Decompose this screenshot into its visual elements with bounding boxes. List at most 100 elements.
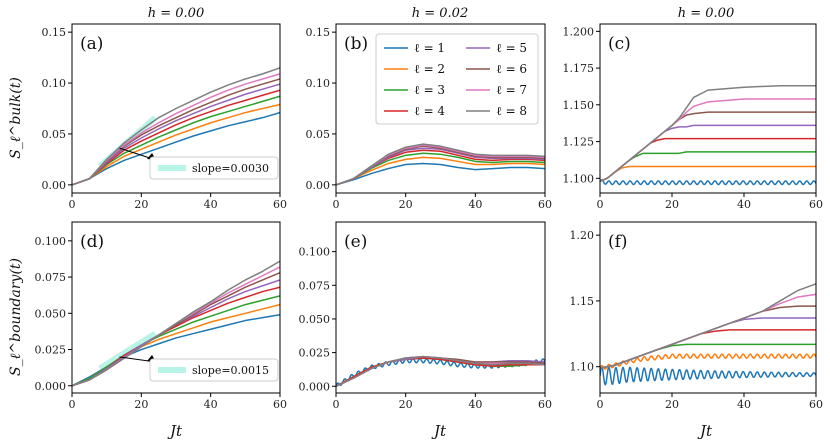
panel-b: 0 20 40 600.000.050.100.15(b) ℓ = 1ℓ = 2ℓ = …	[306, 23, 552, 211]
x-tick-label: 0	[597, 398, 604, 411]
legend-label-2: ℓ = 2	[414, 62, 445, 76]
panel-c: 0 20 40 60 1.100 1.125 1.150 1.175 1.200 (c)	[563, 23, 823, 211]
series-group	[600, 84, 816, 186]
series-line-2	[336, 156, 545, 186]
legend-label-1: ℓ = 1	[414, 41, 445, 55]
legend-label-4: ℓ = 4	[414, 104, 445, 118]
y-tick-label: 0.000	[299, 380, 331, 393]
ylabel-boundary: S_ℓ^boundary(t)	[8, 258, 24, 376]
x-tick-label: 60	[273, 198, 287, 211]
panel-label: (a)	[80, 34, 103, 54]
xlabel-e: Jt	[431, 422, 447, 440]
series-line-8	[72, 260, 280, 387]
axes-frame	[335, 221, 546, 394]
series-line-2	[72, 103, 280, 186]
x-tick-label: 60	[273, 398, 287, 411]
panel-label: (e)	[344, 232, 367, 252]
series-line-5	[336, 147, 545, 186]
x-tick-label: 60	[538, 198, 552, 211]
series-group	[600, 283, 816, 386]
series-group	[72, 67, 280, 186]
series-line-2	[600, 165, 816, 182]
x-tick-label: 20	[399, 398, 413, 411]
x-tick-label: 40	[737, 398, 751, 411]
y-tick-label: 0.10	[306, 77, 331, 90]
legend-box	[375, 33, 539, 125]
y-tick-label: 0.000	[35, 380, 67, 393]
x-tick-label: 20	[134, 398, 148, 411]
panel-d: 0 20 40 60 0.000 0.025 0.050 0.075 0.100 (d) slope…	[35, 221, 287, 411]
panel-e: 0 20 40 60 0.000 0.025 0.050 0.075 0.100 (e)	[299, 221, 552, 411]
ylabel-bulk: S_ℓ^bulk(t)	[8, 77, 24, 159]
x-tick-label: 0	[333, 398, 340, 411]
y-tick-label: 0.100	[35, 235, 67, 248]
x-tick-label: 40	[204, 198, 218, 211]
axes-frame	[335, 23, 546, 194]
legend-label-7: ℓ = 7	[496, 83, 527, 97]
y-tick-label: 0.025	[299, 347, 331, 360]
y-tick-label: 1.125	[563, 136, 595, 149]
legend-label-5: ℓ = 5	[496, 41, 527, 55]
series-line-6	[600, 111, 816, 182]
x-tick-label: 20	[134, 198, 148, 211]
panel-label: (c)	[608, 34, 631, 54]
series-line-2	[600, 353, 816, 370]
panel-label: (f)	[608, 232, 628, 252]
col-title-1: h = 0.00	[148, 6, 204, 21]
y-tick-label: 0.15	[306, 26, 331, 39]
y-tick-label: 1.15	[570, 295, 595, 308]
slope-guide-line	[98, 331, 157, 371]
axes-frame	[71, 23, 281, 194]
series-line-7	[600, 98, 816, 182]
x-tick-label: 20	[399, 198, 413, 211]
xlabel-f: Jt	[697, 422, 713, 440]
x-tick-label: 0	[69, 398, 76, 411]
panel-label: (d)	[80, 232, 104, 252]
series-line-1	[600, 179, 816, 186]
y-tick-label: 0.15	[42, 26, 67, 39]
y-tick-label: 0.00	[306, 179, 331, 192]
x-tick-label: 60	[809, 198, 823, 211]
y-tick-label: 1.200	[563, 25, 595, 38]
slope-legend-box	[149, 156, 279, 180]
y-tick-label: 0.050	[35, 307, 67, 320]
y-tick-label: 1.175	[563, 62, 595, 75]
series-line-3	[72, 95, 280, 186]
y-tick-label: 0.05	[42, 128, 67, 141]
col-title-3: h = 0.00	[678, 6, 734, 21]
series-line-1	[336, 162, 545, 186]
y-tick-label: 0.100	[299, 246, 331, 259]
series-line-4	[336, 357, 545, 387]
x-tick-label: 40	[204, 398, 218, 411]
series-group	[336, 143, 545, 186]
y-tick-label: 1.100	[563, 172, 595, 185]
panel-a: 0 20 40 60 0.00 0.05 0.10 0.15 (a) slope=0.0030	[42, 23, 287, 211]
axes-frame	[71, 221, 281, 394]
series-line-5	[600, 124, 816, 182]
x-tick-label: 20	[665, 198, 679, 211]
panel-label: (b)	[344, 34, 368, 54]
y-tick-label: 0.075	[35, 271, 67, 284]
y-tick-label: 0.05	[306, 128, 331, 141]
y-tick-label: 0.075	[299, 279, 331, 292]
series-line-1	[72, 111, 280, 186]
slope-legend-text: slope=0.0015	[192, 364, 269, 377]
legend-label-6: ℓ = 6	[496, 62, 527, 76]
series-line-8	[336, 355, 545, 387]
series-line-8	[600, 283, 816, 369]
series-line-8	[72, 67, 280, 186]
y-tick-label: 0.025	[35, 344, 67, 357]
series-line-1	[600, 366, 816, 386]
y-tick-label: 1.20	[570, 229, 595, 242]
series-group	[336, 355, 545, 387]
series-line-8	[600, 84, 816, 182]
xlabel-d: Jt	[167, 422, 183, 440]
series-line-8	[336, 143, 545, 186]
slope-legend-text: slope=0.0030	[192, 162, 269, 175]
series-line-3	[336, 152, 545, 186]
x-tick-label: 0	[69, 198, 76, 211]
y-tick-label: 0.10	[42, 77, 67, 90]
x-tick-label: 40	[468, 198, 482, 211]
y-tick-label: 0.050	[299, 313, 331, 326]
